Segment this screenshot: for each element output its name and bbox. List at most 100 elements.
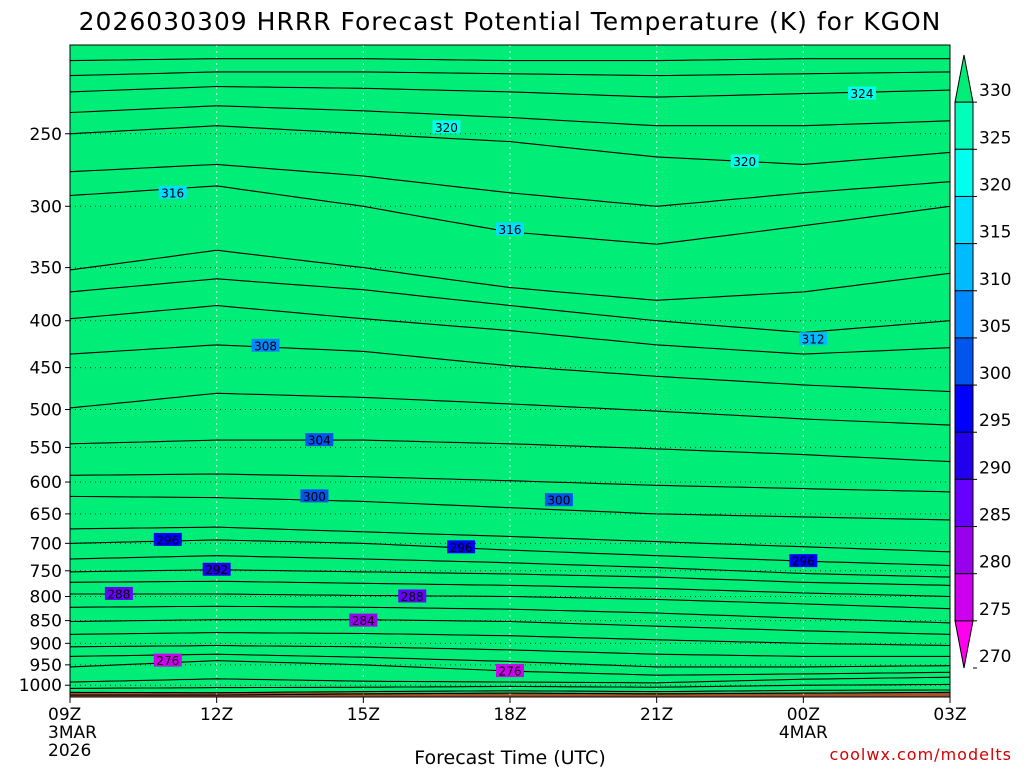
contour-label-bg (447, 540, 476, 554)
y-tick-label: 800 (30, 587, 62, 607)
contour-label: 276 (156, 654, 179, 668)
contour-label: 308 (254, 339, 277, 353)
contour-label-bg (789, 554, 818, 568)
contour-label: 304 (308, 434, 331, 448)
colorbar-label: 325 (979, 128, 1011, 148)
contour-line-318 (69, 163, 951, 207)
contour-line-280 (69, 644, 950, 657)
x-tick-label: 15Z (347, 705, 380, 725)
contour-line-300 (69, 495, 951, 521)
contour-line-304 (69, 439, 951, 463)
contour-label-bg (251, 338, 280, 352)
contour-label-bg (496, 222, 524, 236)
contour-label-group: 316 (496, 222, 524, 237)
x-tick-date: 4MAR (779, 723, 828, 743)
colorbar-label: 285 (979, 506, 1011, 526)
contour-line-326 (69, 71, 951, 77)
contour-label-group: 296 (153, 532, 182, 547)
colorbar: 330 325 320 315 310 305 300 295 290 285 280 275 270 (954, 54, 1011, 669)
contour-label-group: 296 (447, 540, 476, 555)
pressure-axis: 2503003504004505005506006507007508008509… (19, 125, 70, 696)
colorbar-arrow-bottom (954, 620, 974, 669)
contour-label-bg (432, 120, 461, 134)
x-tick-label: 18Z (493, 705, 526, 725)
contour-label-group: 320 (432, 120, 461, 135)
colorbar-label: 270 (979, 647, 1011, 667)
x-tick-label: 12Z (200, 705, 233, 725)
y-tick-label: 650 (30, 505, 62, 525)
contour-line-308 (69, 344, 951, 393)
contour-line-294 (69, 555, 951, 578)
colorbar-segment (954, 526, 974, 575)
contour-label-bg (300, 489, 329, 503)
colorbar-segment (954, 337, 974, 386)
contour-line-328 (69, 58, 950, 62)
contour-label-bg (153, 653, 182, 667)
y-tick-label: 350 (30, 259, 62, 279)
contour-label-layer: 324 320 320 316 316 312 308 304 300 300 296 296 296 2… (104, 86, 876, 679)
x-tick-date: 3MAR (48, 723, 97, 743)
contour-line-314 (69, 249, 951, 301)
y-tick-label: 950 (30, 656, 62, 676)
contour-line-324 (69, 85, 951, 98)
contour-label: 300 (303, 490, 326, 504)
contour-label-bg (202, 562, 231, 576)
contour-line-272 (69, 683, 951, 689)
y-tick-label: 850 (30, 612, 62, 632)
contour-label: 316 (499, 223, 522, 237)
colorbar-label: 300 (979, 364, 1011, 384)
colorbar-segment (954, 243, 974, 292)
contour-label: 284 (352, 614, 375, 628)
colorbar-segment (954, 384, 974, 433)
contour-line-298 (69, 526, 951, 553)
contour-label: 312 (802, 333, 825, 347)
colorbar-label: 305 (979, 317, 1011, 337)
contour-label-group: 292 (202, 562, 231, 577)
contour-label-group: 296 (789, 554, 818, 569)
plot-area: 324 320 320 316 316 312 308 304 300 300 296 296 296 2… (69, 44, 951, 698)
colorbar-arrow-top (954, 54, 974, 103)
contour-label-group: 316 (158, 185, 187, 200)
colorbar-segment (954, 431, 974, 480)
contour-line-268 (70, 691, 951, 696)
contour-label-group: 300 (300, 489, 329, 504)
y-tick-label: 500 (30, 401, 62, 421)
contour-label-bg (496, 664, 524, 678)
contour-label-bg (104, 586, 133, 600)
colorbar-label: 310 (979, 270, 1011, 290)
y-tick-label: 1000 (19, 676, 62, 696)
contour-label-group: 320 (730, 154, 759, 169)
x-axis-label: Forecast Time (UTC) (414, 747, 605, 768)
contour-label-bg (544, 493, 573, 507)
contour-label: 296 (156, 533, 179, 547)
contour-label-bg (799, 332, 828, 346)
colorbar-label: 320 (979, 175, 1011, 195)
y-tick-label: 700 (30, 534, 62, 554)
colorbar-label: 290 (979, 458, 1011, 478)
colorbar-label: 330 (979, 81, 1011, 101)
y-tick-label: 600 (30, 473, 62, 493)
colorbar-label: 295 (979, 411, 1011, 431)
contour-line-270 (69, 689, 950, 694)
colorbar-segment (954, 478, 974, 528)
contour-line-284 (69, 619, 951, 635)
contour-label-bg (305, 433, 334, 447)
colorbar-label: 315 (979, 223, 1011, 243)
contour-label: 288 (401, 590, 424, 604)
x-tick-label: 21Z (640, 705, 673, 725)
contour-label: 288 (107, 587, 130, 601)
colorbar-label: 275 (979, 600, 1011, 620)
contour-label: 296 (792, 555, 815, 569)
contour-line-320 (69, 125, 951, 165)
contour-label-group: 276 (153, 653, 182, 668)
colorbar-segment (954, 101, 974, 150)
contour-line-310 (69, 304, 951, 355)
contour-line-288 (70, 593, 951, 610)
x-tick-year: 2026 (48, 741, 91, 761)
contour-label-group: 312 (799, 332, 828, 347)
contour-label: 324 (851, 87, 874, 101)
contour-line-278 (69, 653, 951, 668)
colorbar-segment (954, 195, 974, 245)
credit-link[interactable]: coolwx.com/modelts (830, 745, 1012, 764)
